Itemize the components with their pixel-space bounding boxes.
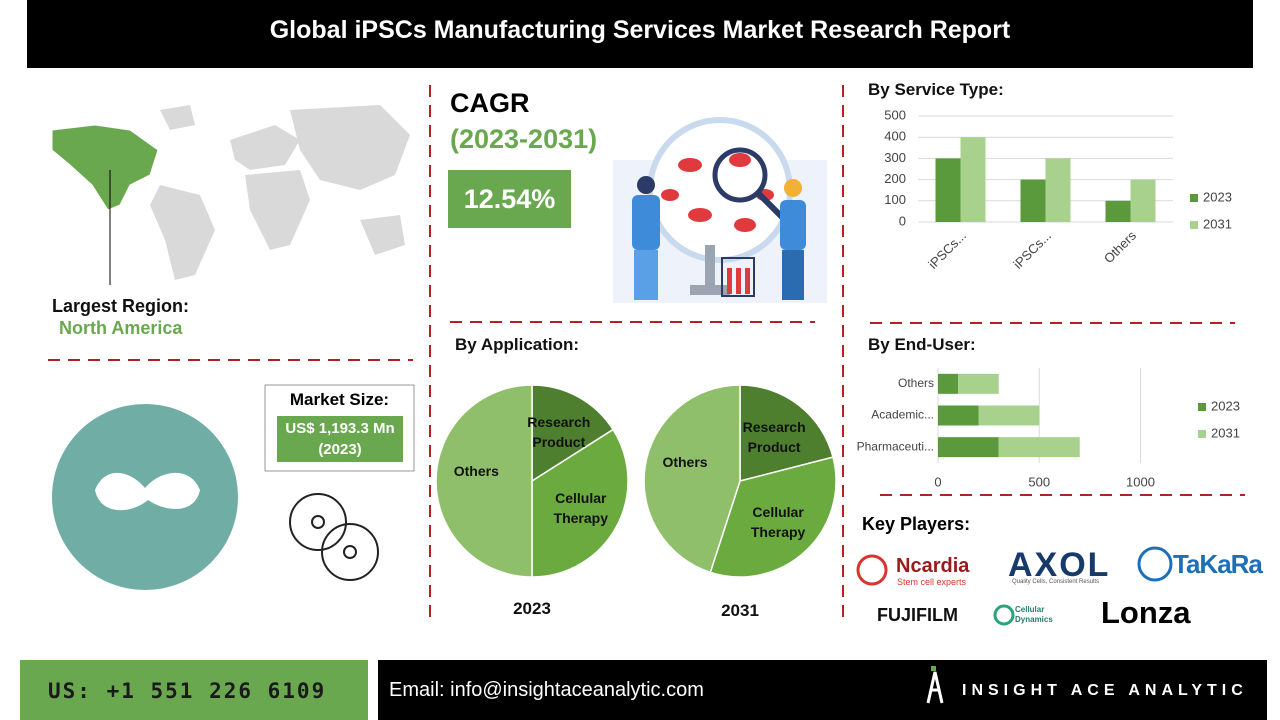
north-america	[51, 124, 159, 211]
logo-name: AXOL	[1008, 546, 1111, 584]
header-bar	[27, 0, 1253, 68]
bar	[960, 137, 986, 222]
footer-phone-bar	[20, 660, 368, 720]
pie-label: Research Product	[527, 414, 591, 451]
ncardia-logo	[856, 554, 888, 586]
legend-swatch	[1190, 194, 1198, 202]
legend-swatch	[1198, 403, 1206, 411]
pie-slice	[709, 456, 837, 578]
pie-slice	[531, 428, 629, 578]
chart-title: By Application:	[455, 335, 580, 354]
x-tick-label: iPSCs...	[925, 228, 969, 272]
cells-icon	[289, 493, 379, 581]
pie-year-label: 2023	[513, 599, 551, 618]
cdi-logo	[993, 604, 1015, 626]
legend-swatch	[1190, 221, 1198, 229]
y-tick-label: 200	[884, 171, 906, 186]
bar	[958, 373, 999, 394]
bar	[938, 405, 979, 426]
bar	[938, 373, 959, 394]
x-tick-label: Others	[1101, 228, 1140, 267]
bar	[1020, 179, 1046, 222]
y-tick-label: Academic...	[871, 408, 934, 422]
pie-slice	[643, 384, 741, 574]
bar	[998, 437, 1080, 458]
pie-label: Others	[662, 454, 708, 471]
bar	[935, 158, 961, 222]
legend-label: 2031	[1211, 425, 1240, 440]
footer-phone: US: +1 551 226 6109	[48, 679, 327, 703]
y-tick-label: 300	[884, 150, 906, 165]
pie-year-label: 2031	[721, 601, 759, 620]
x-tick-label: 1000	[1126, 474, 1155, 489]
y-tick-label: Pharmaceuti...	[857, 439, 934, 453]
market-size-label: Market Size:	[289, 390, 390, 409]
legend-label: 2023	[1203, 189, 1232, 204]
bar	[1130, 179, 1156, 222]
y-tick-label: 400	[884, 129, 906, 144]
pie-slice	[739, 384, 834, 482]
takara-logo	[1137, 546, 1173, 582]
cell-shape	[95, 472, 200, 511]
chart-title: By End-User:	[868, 335, 976, 354]
footer-brand: INSIGHT ACE ANALYTIC	[962, 682, 1248, 699]
x-tick-label: 500	[1028, 474, 1050, 489]
logo-name: Cellular Dynamics	[1015, 605, 1053, 624]
bar	[938, 437, 999, 458]
cagr-period: (2023-2031)	[450, 124, 598, 154]
pie-label: Cellular Therapy	[750, 503, 806, 540]
region-label: Largest Region:	[52, 296, 190, 316]
legend-label: 2031	[1203, 216, 1232, 231]
market-size-value-box	[277, 416, 403, 462]
world-map	[150, 105, 410, 280]
region-value: North America	[59, 318, 183, 338]
brand-logo-dot	[931, 666, 936, 671]
bar	[1045, 158, 1071, 222]
separators	[48, 85, 1245, 625]
logo-name: Lonza	[1101, 595, 1191, 630]
logo-name: TaKaRa	[1173, 549, 1263, 579]
y-tick-label: Others	[898, 376, 934, 390]
footer-email: Email: info@insightaceanalytic.com	[389, 679, 704, 701]
lab-illustration	[613, 117, 827, 303]
pie-label: Cellular Therapy	[553, 489, 609, 526]
cagr-title: CAGR	[450, 88, 530, 118]
bar	[978, 405, 1040, 426]
y-tick-label: 100	[884, 192, 906, 207]
x-tick-label: 0	[934, 474, 941, 489]
logo-tagline: Quality Cells, Consistent Results	[1012, 579, 1100, 585]
pie-label: Others	[453, 463, 499, 479]
legend-label: 2023	[1211, 398, 1240, 413]
y-tick-label: 500	[884, 107, 906, 122]
key-players-title: Key Players:	[862, 514, 971, 534]
logo-name: Ncardia	[896, 555, 970, 577]
brand-logo	[926, 671, 944, 704]
cagr-value: 12.54%	[463, 184, 556, 214]
pie-slice	[435, 384, 533, 578]
logo-name: FUJIFILM	[877, 605, 958, 625]
chart-title: By Service Type:	[868, 80, 1004, 99]
footer-email-bar	[378, 660, 1267, 720]
cagr-box	[448, 170, 571, 228]
logo-tagline: Stem cell experts	[897, 577, 967, 587]
market-size-value: US$ 1,193.3 Mn (2023)	[285, 420, 395, 458]
x-tick-label: iPSCs...	[1010, 228, 1054, 272]
bar	[1105, 200, 1131, 222]
y-tick-label: 0	[899, 213, 906, 228]
page-title: Global iPSCs Manufacturing Services Mark…	[269, 16, 1011, 44]
pie-slice	[531, 384, 615, 483]
pie-label: Research Product	[742, 419, 806, 455]
legend-swatch	[1198, 430, 1206, 438]
